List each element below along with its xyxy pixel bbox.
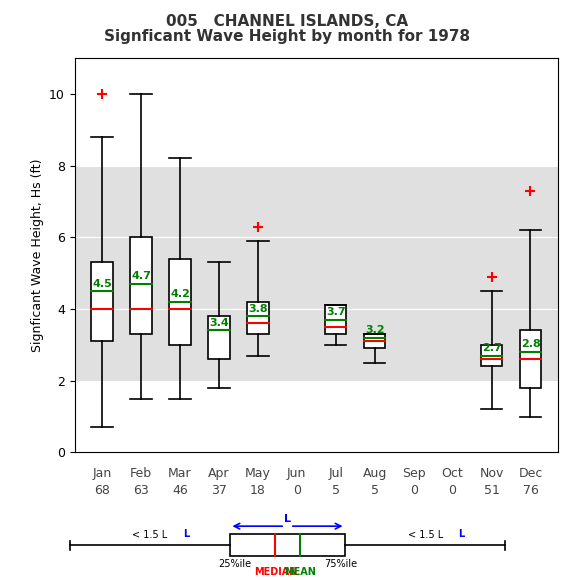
Bar [75,165,558,380]
Text: Jul: Jul [328,467,343,480]
Text: Jan: Jan [93,467,112,480]
Y-axis label: Signficant Wave Height, Hs (ft): Signficant Wave Height, Hs (ft) [30,158,44,352]
Text: 51: 51 [484,484,500,497]
Bar [364,334,385,349]
Bar [208,316,229,359]
Text: 37: 37 [211,484,227,497]
Text: Feb: Feb [130,467,152,480]
Text: L: L [183,529,189,539]
Text: 25%ile: 25%ile [218,559,251,569]
Text: Mar: Mar [168,467,191,480]
Bar [520,331,541,388]
Text: Signficant Wave Height by month for 1978: Signficant Wave Height by month for 1978 [105,29,470,44]
Text: 4.5: 4.5 [93,278,113,288]
Bar [91,262,113,341]
Text: Oct: Oct [442,467,463,480]
Text: 5: 5 [332,484,340,497]
Text: Jun: Jun [287,467,306,480]
Text: 3.8: 3.8 [248,304,269,314]
Text: Sep: Sep [402,467,426,480]
Bar [247,302,269,334]
Bar [131,237,152,334]
Text: 75%ile: 75%ile [324,559,357,569]
Text: 3.7: 3.7 [327,307,346,317]
Text: May: May [245,467,271,480]
Text: 68: 68 [94,484,110,497]
Text: Aug: Aug [362,467,387,480]
Text: 0: 0 [448,484,457,497]
Text: 005   CHANNEL ISLANDS, CA: 005 CHANNEL ISLANDS, CA [166,14,409,30]
Text: 76: 76 [523,484,538,497]
Text: L: L [284,514,291,524]
Bar [169,259,191,345]
Text: Dec: Dec [518,467,543,480]
Text: 0: 0 [409,484,417,497]
Text: MEAN: MEAN [283,567,316,577]
Text: < 1.5 L: < 1.5 L [408,530,443,540]
Bar [325,306,347,334]
Text: 4.2: 4.2 [171,289,191,299]
Text: < 1.5 L: < 1.5 L [132,530,167,540]
Text: 46: 46 [172,484,188,497]
Text: Apr: Apr [208,467,229,480]
Text: 4.7: 4.7 [132,271,152,281]
Text: 2.7: 2.7 [482,343,502,353]
Text: Nov: Nov [480,467,504,480]
Text: 2.8: 2.8 [522,339,541,350]
Text: 3.4: 3.4 [210,318,229,328]
Bar [481,345,502,367]
Text: MEDIAN: MEDIAN [254,567,297,577]
Text: 63: 63 [133,484,149,497]
Text: 3.2: 3.2 [366,325,385,335]
Bar [229,534,346,556]
Text: 18: 18 [250,484,266,497]
Text: 0: 0 [293,484,301,497]
Text: 5: 5 [371,484,379,497]
Text: L: L [458,529,464,539]
